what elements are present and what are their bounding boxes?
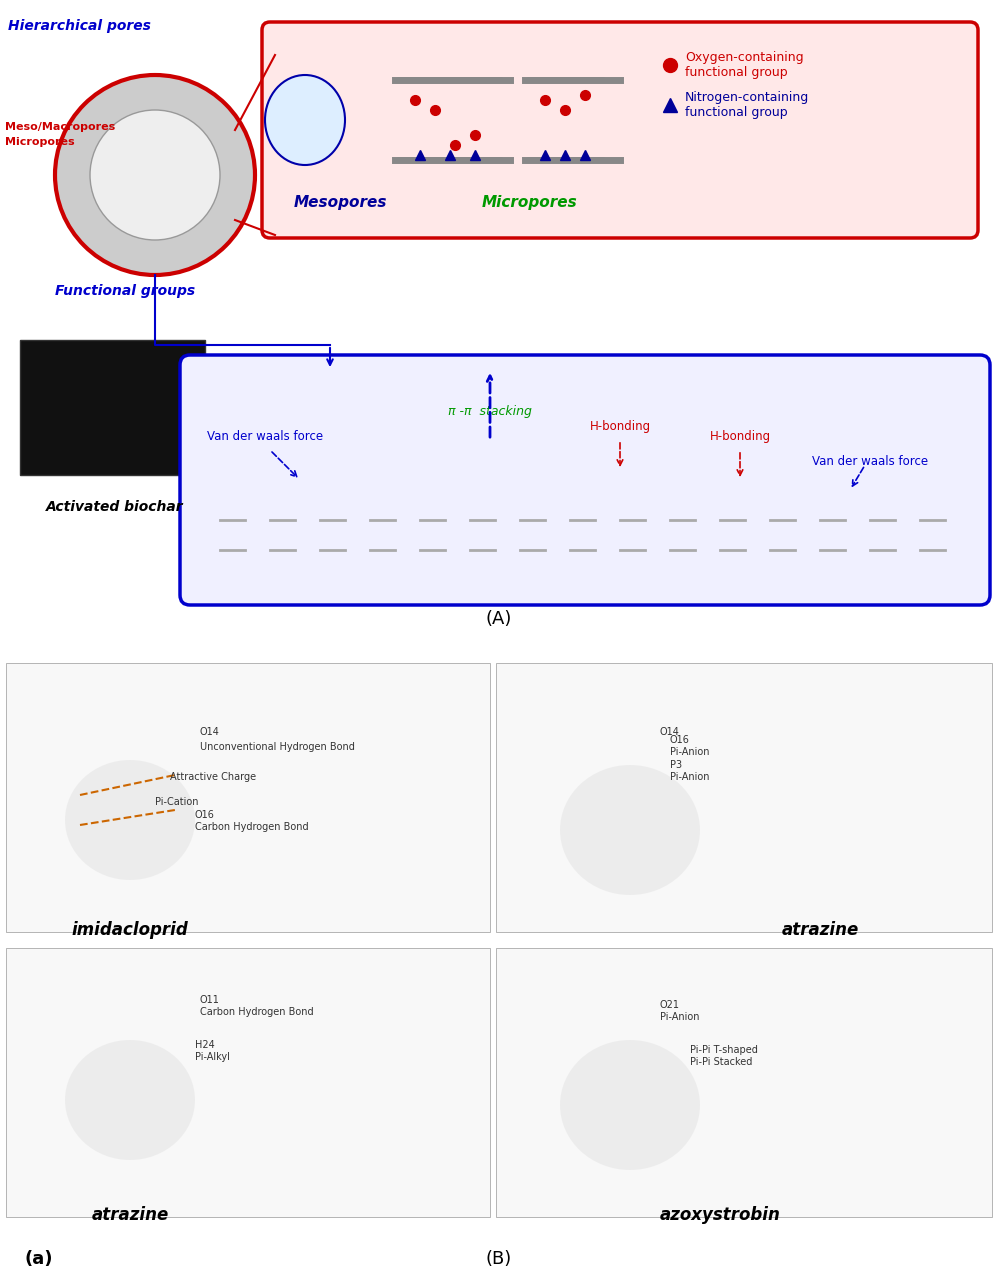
Text: O16
Pi-Anion: O16 Pi-Anion xyxy=(670,735,710,757)
Text: (B): (B) xyxy=(486,1250,512,1268)
Text: H-bonding: H-bonding xyxy=(590,420,651,433)
FancyBboxPatch shape xyxy=(496,663,992,932)
Text: azoxystrobin: azoxystrobin xyxy=(660,1206,780,1224)
Text: O11
Carbon Hydrogen Bond: O11 Carbon Hydrogen Bond xyxy=(200,996,313,1017)
FancyBboxPatch shape xyxy=(496,948,992,1217)
Text: atrazine: atrazine xyxy=(781,921,858,939)
FancyBboxPatch shape xyxy=(262,22,978,238)
Text: Van der waals force: Van der waals force xyxy=(812,455,928,468)
Text: O16
Carbon Hydrogen Bond: O16 Carbon Hydrogen Bond xyxy=(195,810,308,832)
Text: H24
Pi-Alkyl: H24 Pi-Alkyl xyxy=(195,1040,230,1062)
Ellipse shape xyxy=(65,1040,195,1160)
FancyBboxPatch shape xyxy=(6,663,490,932)
Text: imidacloprid: imidacloprid xyxy=(72,921,189,939)
Ellipse shape xyxy=(265,75,345,165)
Text: P3
Pi-Anion: P3 Pi-Anion xyxy=(670,760,710,782)
Ellipse shape xyxy=(55,75,255,275)
Text: O14: O14 xyxy=(200,727,220,737)
Text: Hierarchical pores: Hierarchical pores xyxy=(8,19,151,33)
Text: Micropores: Micropores xyxy=(5,137,75,147)
Text: Unconventional Hydrogen Bond: Unconventional Hydrogen Bond xyxy=(200,743,355,751)
Text: Micropores: Micropores xyxy=(482,196,578,210)
Text: (a): (a) xyxy=(25,1250,54,1268)
Ellipse shape xyxy=(90,110,220,240)
Text: Meso/Macropores: Meso/Macropores xyxy=(5,121,115,132)
Text: O21
Pi-Anion: O21 Pi-Anion xyxy=(660,1001,700,1022)
Text: Activated biochar: Activated biochar xyxy=(46,500,184,514)
Text: Functional groups: Functional groups xyxy=(55,284,196,298)
Text: O14: O14 xyxy=(660,727,680,737)
FancyBboxPatch shape xyxy=(6,948,490,1217)
Text: π -π  stacking: π -π stacking xyxy=(448,405,532,418)
Text: H-bonding: H-bonding xyxy=(710,429,770,443)
Text: Van der waals force: Van der waals force xyxy=(207,429,323,443)
Text: (A): (A) xyxy=(486,610,512,627)
Text: Oxygen-containing
functional group: Oxygen-containing functional group xyxy=(685,51,803,79)
FancyBboxPatch shape xyxy=(180,355,990,604)
Text: Nitrogen-containing
functional group: Nitrogen-containing functional group xyxy=(685,91,809,119)
Text: Attractive Charge: Attractive Charge xyxy=(170,772,256,782)
Ellipse shape xyxy=(65,760,195,881)
Text: Pi-Cation: Pi-Cation xyxy=(155,797,199,806)
Text: atrazine: atrazine xyxy=(92,1206,169,1224)
Text: Mesopores: Mesopores xyxy=(293,196,387,210)
Ellipse shape xyxy=(560,1040,700,1169)
Text: Pi-Pi T-shaped
Pi-Pi Stacked: Pi-Pi T-shaped Pi-Pi Stacked xyxy=(690,1045,757,1067)
FancyBboxPatch shape xyxy=(20,340,205,475)
Ellipse shape xyxy=(560,766,700,895)
